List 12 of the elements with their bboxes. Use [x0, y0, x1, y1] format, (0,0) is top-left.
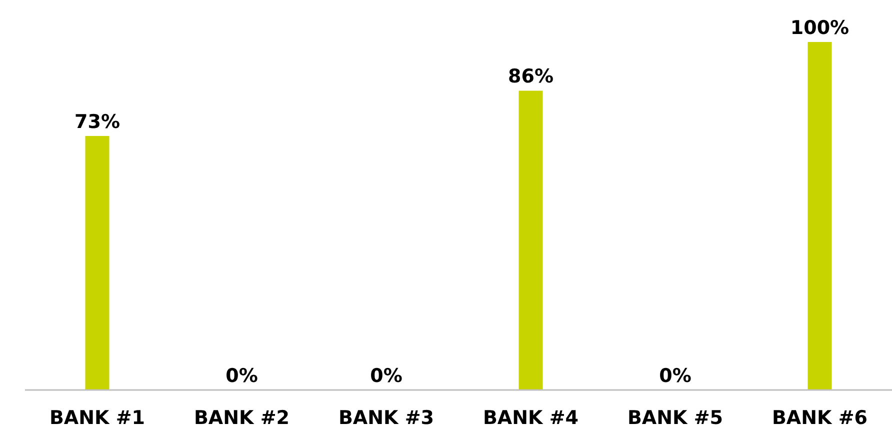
- data-label: 0%: [370, 365, 402, 387]
- x-tick-label: BANK #2: [194, 407, 290, 429]
- data-label: 86%: [508, 66, 554, 88]
- data-label: 100%: [790, 17, 850, 39]
- data-label: 0%: [226, 365, 258, 387]
- data-label: 0%: [659, 365, 692, 387]
- x-tick-label: BANK #5: [627, 407, 724, 429]
- x-tick-label: BANK #4: [482, 407, 579, 429]
- x-tick-label: BANK #3: [338, 407, 434, 429]
- x-tick-label: BANK #6: [772, 407, 868, 429]
- data-label: 73%: [74, 110, 120, 133]
- x-tick-label: BANK #1: [49, 407, 146, 429]
